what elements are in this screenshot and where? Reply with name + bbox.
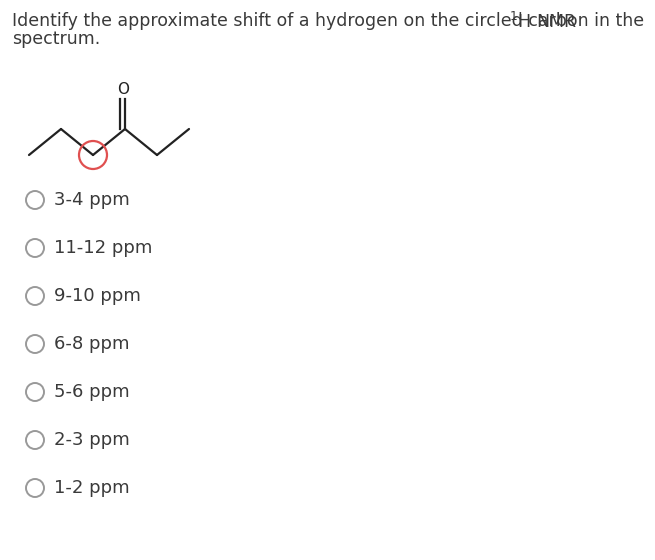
- Text: spectrum.: spectrum.: [12, 30, 100, 48]
- Text: O: O: [117, 82, 129, 97]
- Text: $^1$H NMR: $^1$H NMR: [509, 12, 578, 32]
- Text: 6-8 ppm: 6-8 ppm: [54, 335, 130, 353]
- Text: Identify the approximate shift of a hydrogen on the circled carbon in the: Identify the approximate shift of a hydr…: [12, 12, 650, 30]
- Text: 11-12 ppm: 11-12 ppm: [54, 239, 153, 257]
- Text: 1-2 ppm: 1-2 ppm: [54, 479, 130, 497]
- Text: 9-10 ppm: 9-10 ppm: [54, 287, 141, 305]
- Text: 2-3 ppm: 2-3 ppm: [54, 431, 130, 449]
- Text: 3-4 ppm: 3-4 ppm: [54, 191, 130, 209]
- Text: 5-6 ppm: 5-6 ppm: [54, 383, 130, 401]
